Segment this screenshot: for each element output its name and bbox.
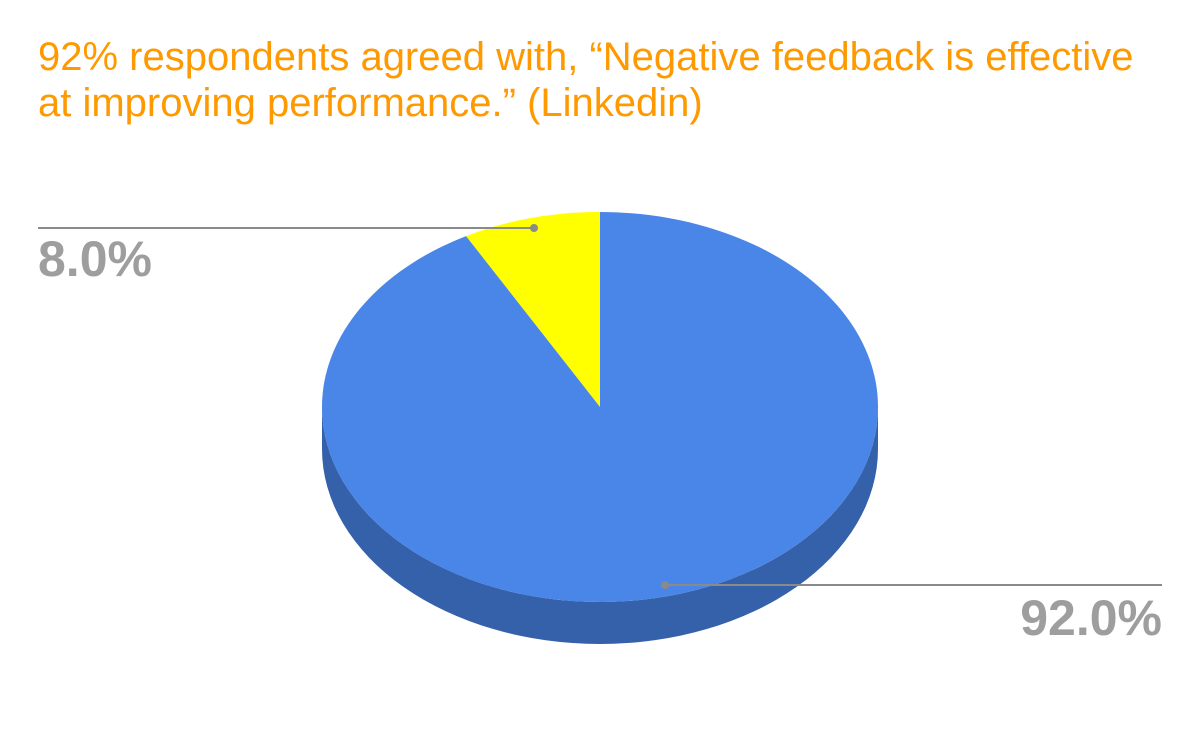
data-label-small: 8.0% xyxy=(38,231,152,287)
pie-slice-small xyxy=(466,212,600,407)
chart-title: 92% respondents agreed with, “Negative f… xyxy=(38,35,1134,125)
leader-dot-small xyxy=(530,224,538,232)
pie-slice-large xyxy=(321,212,879,603)
leader-dot-large xyxy=(661,581,669,589)
data-label-large: 92.0% xyxy=(1020,590,1162,646)
